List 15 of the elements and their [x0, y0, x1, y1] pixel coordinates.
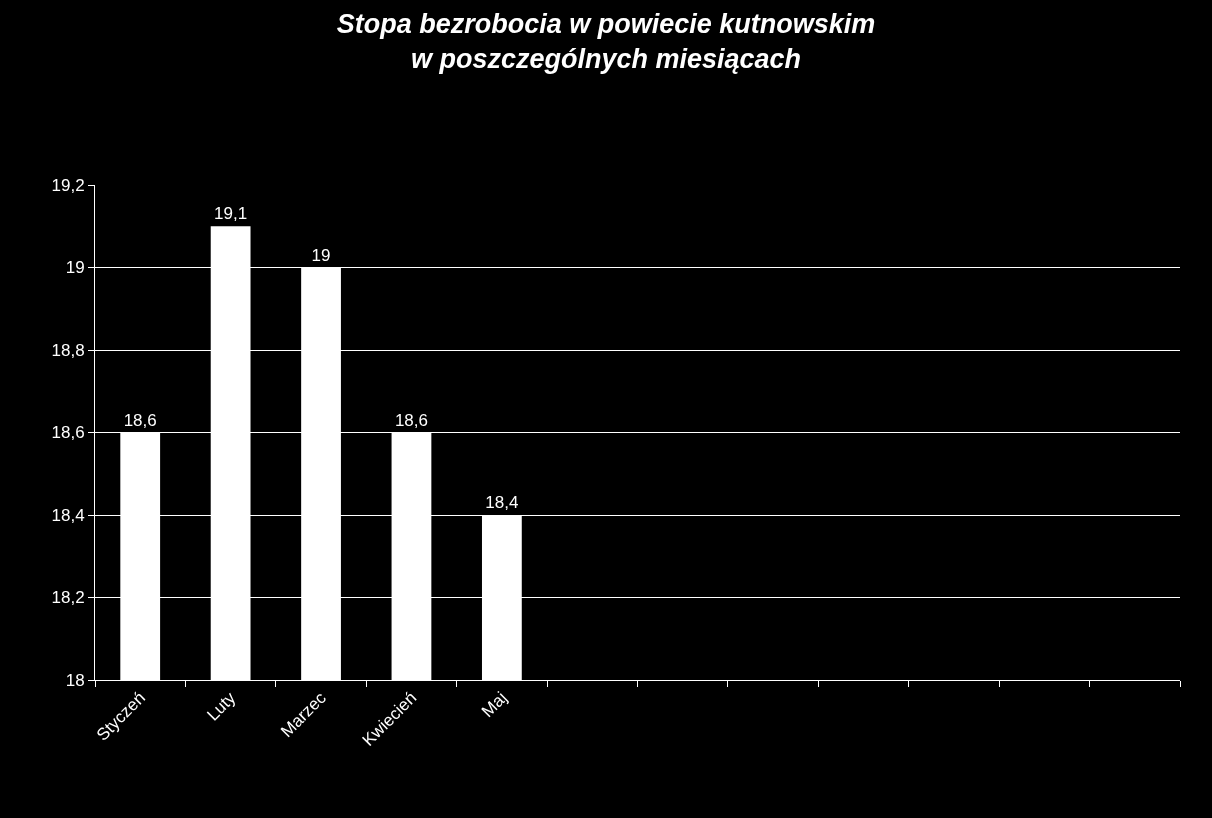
chart-title: Stopa bezrobocia w powiecie kutnowskim w poszczególnych miesiącach: [336, 8, 876, 74]
y-tick-label: 18,8: [51, 340, 85, 360]
data-label: 19,1: [214, 204, 248, 224]
y-tick-label: 18,4: [51, 505, 85, 525]
data-label: 19: [311, 245, 331, 265]
data-label: 18,4: [485, 493, 519, 512]
data-label: 18,6: [123, 410, 157, 430]
x-tick-label: Luty: [203, 687, 240, 725]
y-tick-label: 18,6: [51, 423, 85, 443]
data-label: 18,6: [394, 410, 429, 430]
y-tick-label: 19: [65, 258, 85, 278]
y-tick-label: 18: [65, 670, 85, 690]
x-tick-label: Maj: [477, 688, 511, 722]
y-tick-label: 19,2: [51, 175, 85, 195]
y-tick-label: 18,2: [51, 588, 85, 608]
